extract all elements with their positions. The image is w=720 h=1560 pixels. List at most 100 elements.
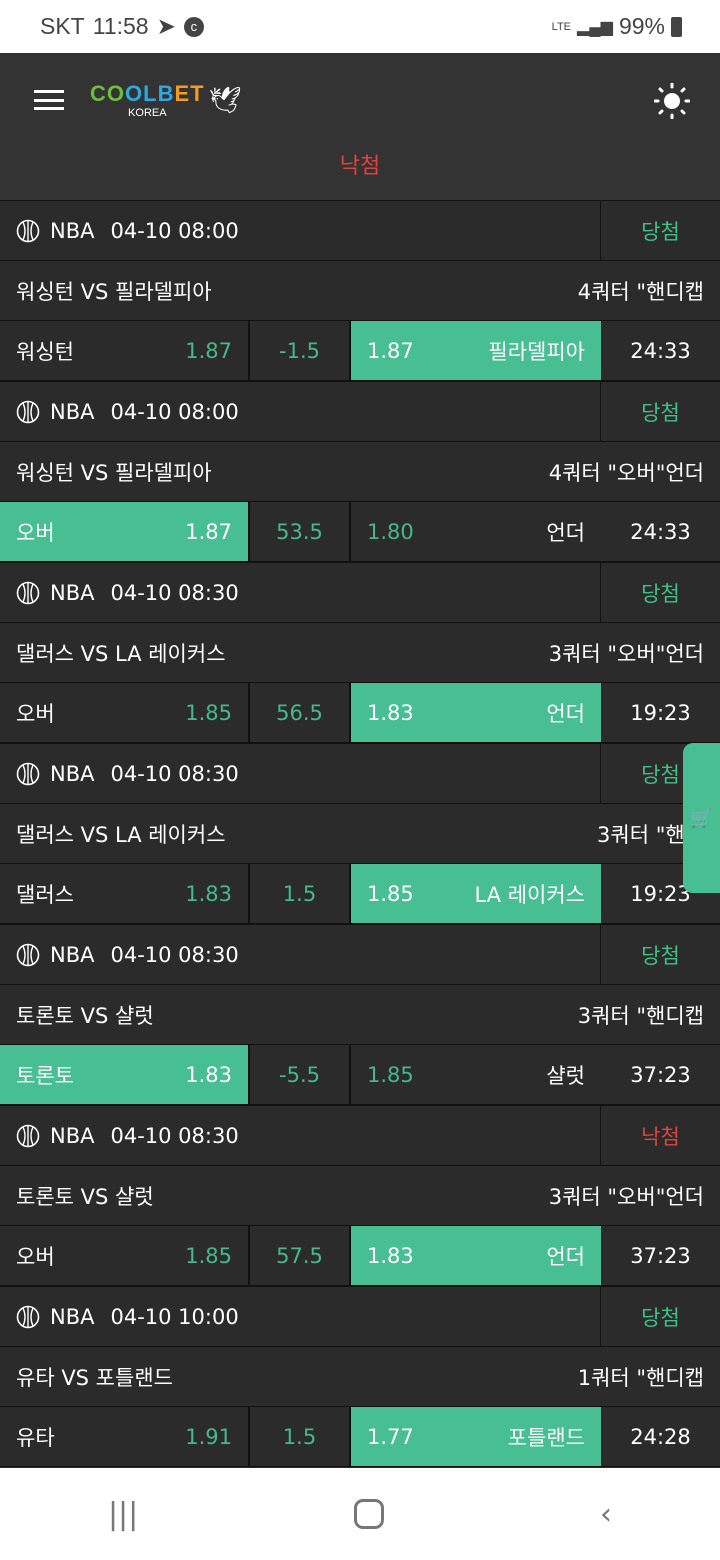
bet-item: NBA 04-10 08:30 낙첨 토론토 VS 샬럿 3쿼터 "오버"언더 오버…: [0, 1105, 720, 1286]
match-datetime: 04-10 08:30: [110, 1123, 239, 1148]
home-option[interactable]: 토론토 1.83: [0, 1045, 250, 1104]
match-title: 토론토 VS 샬럿: [16, 1184, 154, 1209]
elapsed-time: 24:33: [630, 338, 691, 363]
result-status: 당첨: [641, 400, 680, 425]
logo[interactable]: COOLBET KOREA 🕊: [90, 81, 242, 119]
bet-item: NBA 04-10 08:30 당첨 댈러스 VS LA 레이커스 3쿼터 "핸디 …: [0, 743, 720, 924]
home-odds: 1.91: [185, 1424, 232, 1449]
home-odds: 1.83: [185, 881, 232, 906]
result-status: 당첨: [641, 943, 680, 968]
battery-level: 99%: [618, 13, 665, 39]
away-label: 포틀랜드: [507, 1425, 585, 1450]
bet-item: NBA 04-10 08:30 당첨 댈러스 VS LA 레이커스 3쿼터 "오버"…: [0, 562, 720, 743]
league: NBA: [50, 218, 95, 243]
logo-subtext: KOREA: [128, 107, 167, 119]
android-nav-bar: ||| ‹: [0, 1468, 720, 1560]
signal-icon: ▂▄▆: [577, 18, 613, 36]
away-odds: 1.80: [367, 519, 414, 544]
home-odds: 1.85: [185, 700, 232, 725]
home-option[interactable]: 댈러스 1.83: [0, 864, 250, 923]
bet-odds-row: 유타 1.91 1.5 1.77 포틀랜드 24:28: [0, 1407, 720, 1467]
menu-icon[interactable]: [34, 90, 64, 110]
result-status: 당첨: [641, 1305, 680, 1330]
market-type: 3쿼터 "오버"언더: [548, 1184, 704, 1209]
cart-button[interactable]: 🛒: [683, 743, 720, 893]
recent-apps-button[interactable]: |||: [107, 1496, 139, 1532]
bet-item: NBA 04-10 08:00 당첨 워싱턴 VS 필라델피아 4쿼터 "핸디캡 워…: [0, 200, 720, 381]
match-datetime: 04-10 08:30: [110, 580, 239, 605]
match-title: 댈러스 VS LA 레이커스: [16, 822, 226, 847]
match-title-row: 댈러스 VS LA 레이커스 3쿼터 "오버"언더: [0, 623, 720, 683]
bet-list: NBA 04-10 08:00 당첨 워싱턴 VS 필라델피아 4쿼터 "핸디캡 워…: [0, 200, 720, 1467]
market-type: 3쿼터 "핸디캡: [577, 1003, 704, 1028]
match-title-row: 토론토 VS 샬럿 3쿼터 "오버"언더: [0, 1166, 720, 1226]
match-datetime: 04-10 10:00: [110, 1304, 239, 1329]
league: NBA: [50, 1123, 95, 1148]
battery-icon: [671, 16, 682, 37]
away-label: 샬럿: [546, 1063, 585, 1088]
league: NBA: [50, 761, 95, 786]
bet-header: NBA 04-10 08:30 낙첨: [0, 1106, 720, 1166]
bet-item: NBA 04-10 08:30 당첨 토론토 VS 샬럿 3쿼터 "핸디캡 토론토 1…: [0, 924, 720, 1105]
market-type: 1쿼터 "핸디캡: [577, 1365, 704, 1390]
bet-item: NBA 04-10 08:00 당첨 워싱턴 VS 필라델피아 4쿼터 "오버"언더…: [0, 381, 720, 562]
league: NBA: [50, 399, 95, 424]
line-value: 57.5: [250, 1226, 351, 1285]
bet-odds-row: 댈러스 1.83 1.5 1.85 LA 레이커스 19:23: [0, 864, 720, 924]
home-odds: 1.87: [185, 519, 232, 544]
away-option[interactable]: 1.85 LA 레이커스: [351, 864, 601, 923]
home-option[interactable]: 오버 1.85: [0, 683, 250, 742]
theme-toggle-sun-icon[interactable]: [654, 83, 690, 119]
home-label: 오버: [16, 520, 55, 545]
away-odds: 1.85: [367, 881, 414, 906]
away-label: 필라델피아: [488, 339, 585, 364]
home-option[interactable]: 오버 1.87: [0, 502, 250, 561]
home-option[interactable]: 유타 1.91: [0, 1407, 250, 1466]
away-option[interactable]: 1.85 샬럿: [351, 1045, 601, 1104]
away-option[interactable]: 1.80 언더: [351, 502, 601, 561]
home-option[interactable]: 오버 1.85: [0, 1226, 250, 1285]
bet-header: NBA 04-10 08:00 당첨: [0, 201, 720, 261]
away-odds: 1.85: [367, 1062, 414, 1087]
home-option[interactable]: 워싱턴 1.87: [0, 321, 250, 380]
league: NBA: [50, 1304, 95, 1329]
elapsed-time: 19:23: [630, 700, 691, 725]
away-option[interactable]: 1.83 언더: [351, 1226, 601, 1285]
away-option[interactable]: 1.87 필라델피아: [351, 321, 601, 380]
home-odds: 1.87: [185, 338, 232, 363]
match-title-row: 댈러스 VS LA 레이커스 3쿼터 "핸디: [0, 804, 720, 864]
line-value: -5.5: [250, 1045, 351, 1104]
home-button[interactable]: [354, 1499, 385, 1529]
clock: 11:58: [92, 13, 149, 39]
match-title: 유타 VS 포틀랜드: [16, 1365, 173, 1390]
result-banner: 낙첨: [0, 147, 720, 200]
home-label: 유타: [16, 1425, 55, 1450]
away-odds: 1.83: [367, 700, 414, 725]
basketball-icon: [16, 762, 40, 785]
line-value: -1.5: [250, 321, 351, 380]
bet-odds-row: 오버 1.85 57.5 1.83 언더 37:23: [0, 1226, 720, 1286]
lte-icon: LTE: [551, 20, 571, 33]
bet-header: NBA 04-10 08:00 당첨: [0, 382, 720, 442]
elapsed-time: 24:28: [630, 1424, 691, 1449]
away-label: 언더: [546, 1244, 585, 1269]
home-label: 토론토: [16, 1063, 74, 1088]
bet-header: NBA 04-10 10:00 당첨: [0, 1287, 720, 1347]
match-title: 워싱턴 VS 필라델피아: [16, 279, 212, 304]
match-title: 토론토 VS 샬럿: [16, 1003, 154, 1028]
basketball-icon: [16, 581, 40, 604]
result-status: 당첨: [641, 581, 680, 606]
basketball-icon: [16, 1124, 40, 1147]
away-option[interactable]: 1.77 포틀랜드: [351, 1407, 601, 1466]
app-header: COOLBET KOREA 🕊: [0, 53, 720, 147]
away-option[interactable]: 1.83 언더: [351, 683, 601, 742]
away-label: 언더: [546, 520, 585, 545]
back-button[interactable]: ‹: [600, 1496, 613, 1532]
line-value: 53.5: [250, 502, 351, 561]
status-bar: SKT 11:58 ➤ c LTE ▂▄▆ 99%: [0, 0, 720, 53]
basketball-icon: [16, 400, 40, 423]
line-value: 1.5: [250, 1407, 351, 1466]
bet-odds-row: 오버 1.85 56.5 1.83 언더 19:23: [0, 683, 720, 743]
away-odds: 1.87: [367, 338, 414, 363]
away-label: LA 레이커스: [474, 882, 585, 907]
